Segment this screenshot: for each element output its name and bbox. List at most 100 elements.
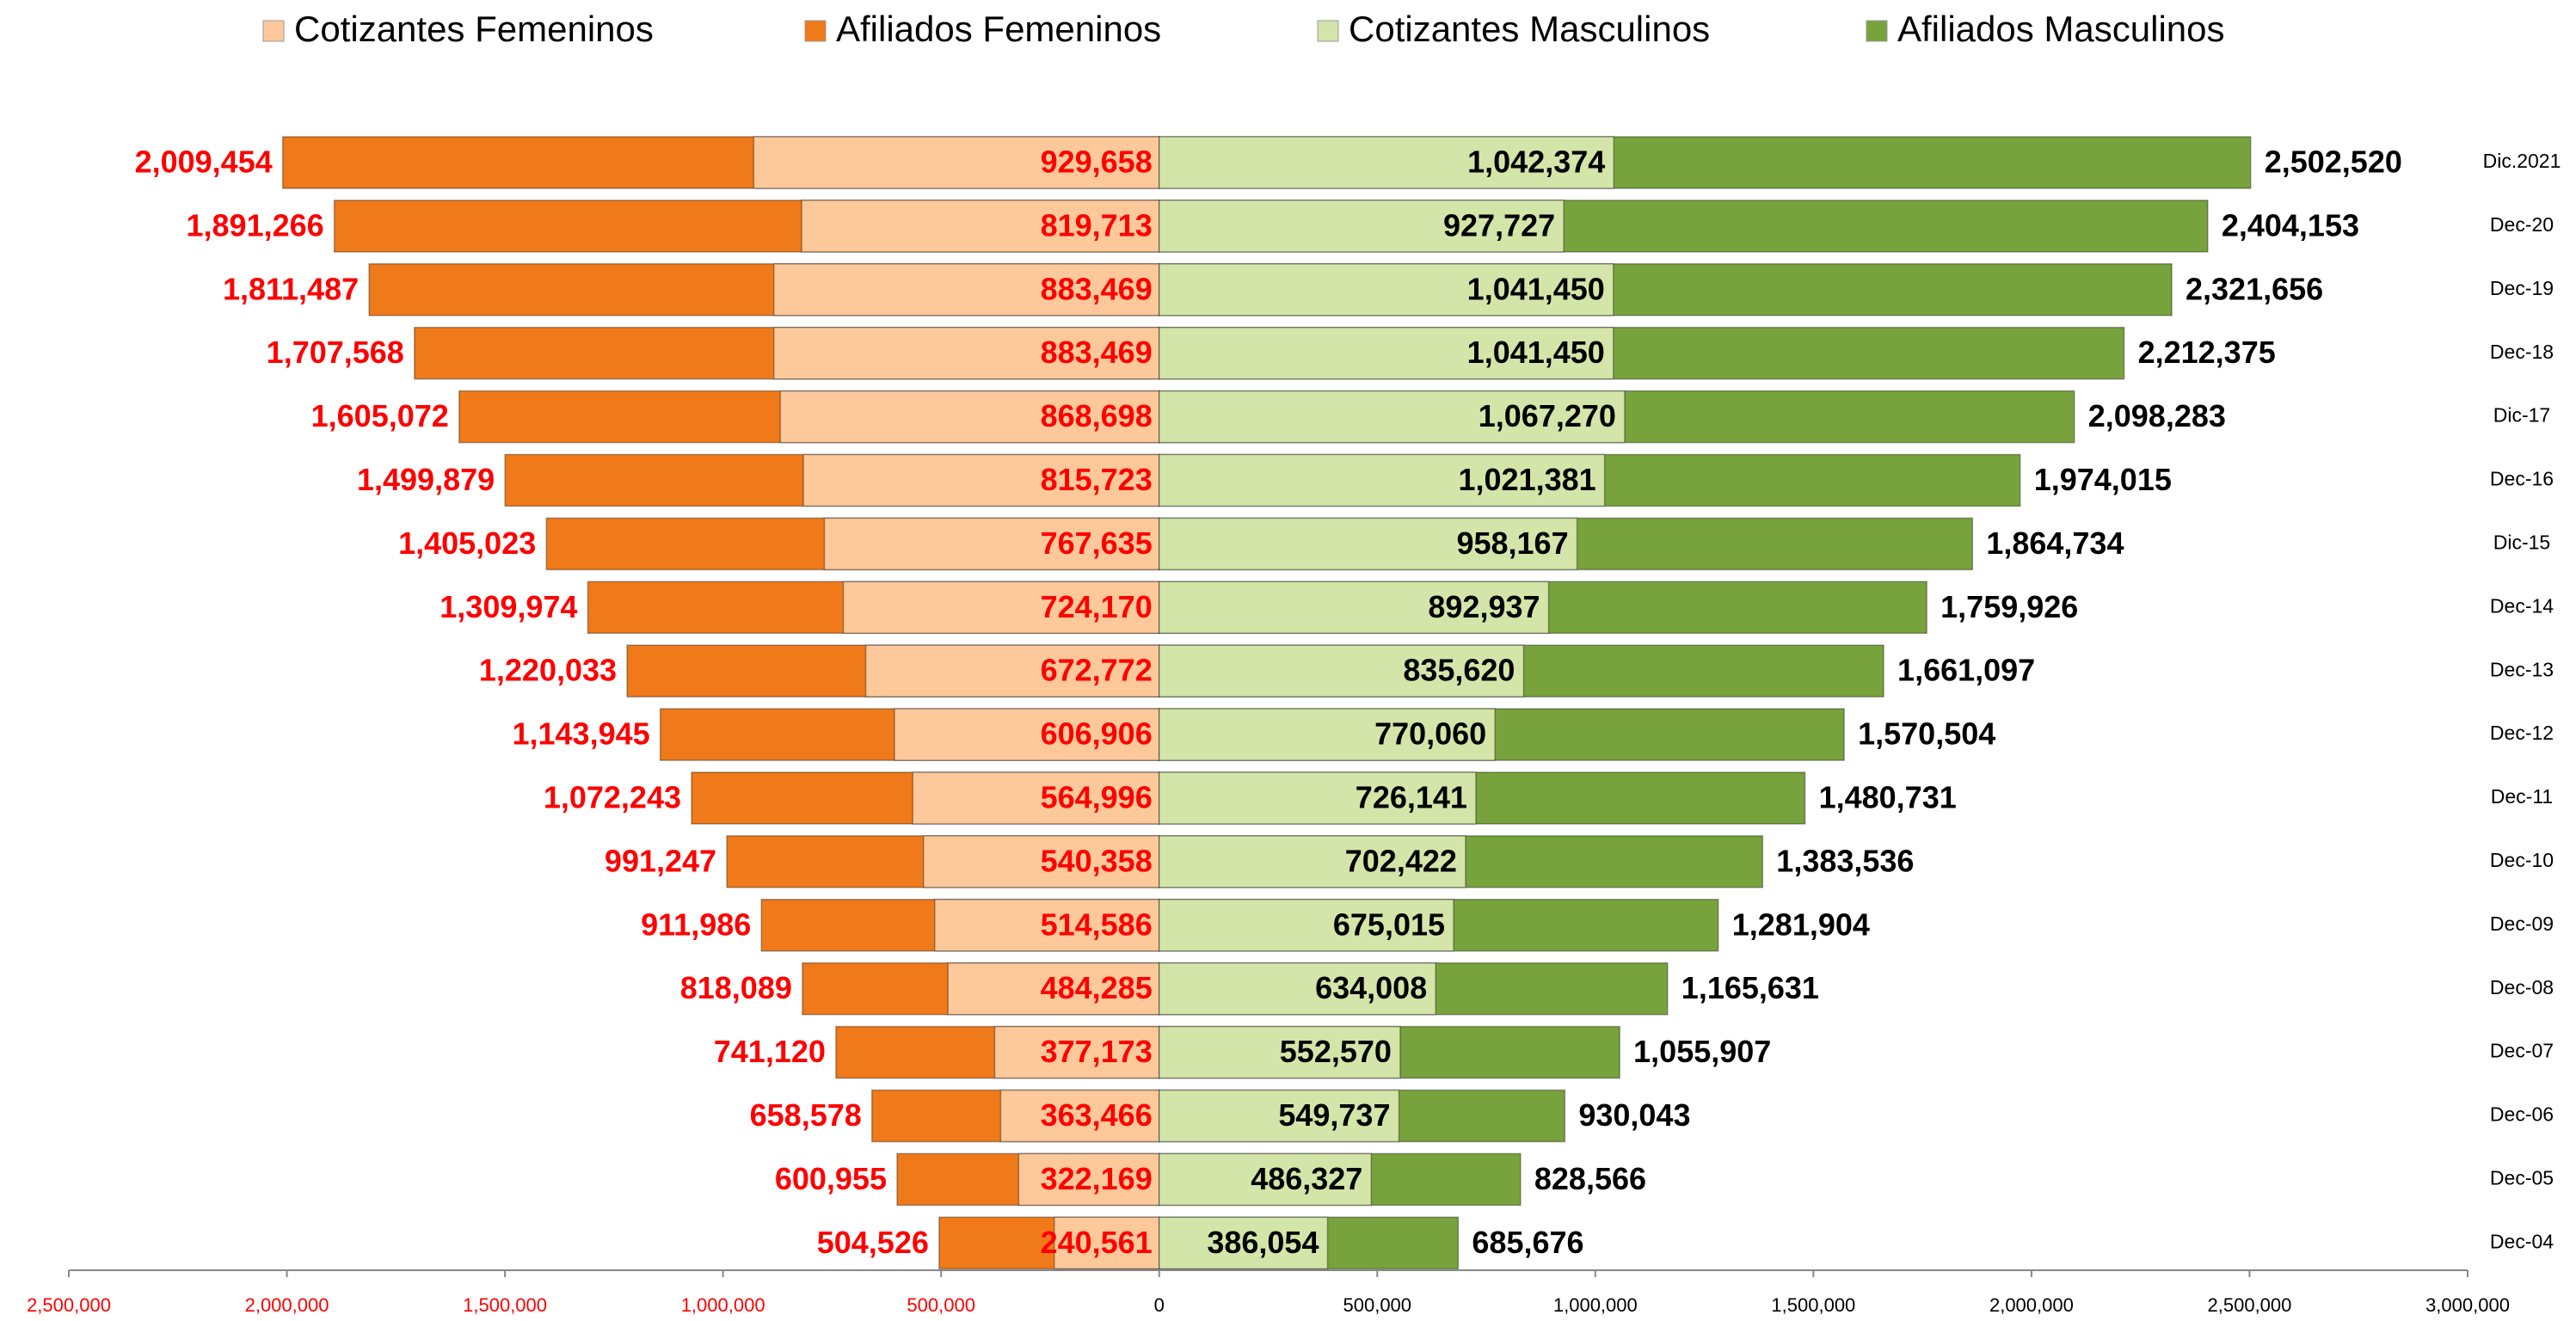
bar <box>1158 771 1477 825</box>
data-label: 702,422 <box>1345 843 1457 878</box>
data-label: 675,015 <box>1333 906 1445 942</box>
legend-label: Afiliados Masculinos <box>1897 9 2225 49</box>
x-tick-label: 2,500,000 <box>2208 1294 2292 1316</box>
category-label: Dec-13 <box>2490 658 2554 680</box>
x-tick-label: 2,000,000 <box>245 1294 329 1316</box>
data-label: 892,937 <box>1428 589 1540 624</box>
bar <box>842 581 1160 635</box>
data-label: 634,008 <box>1315 970 1427 1005</box>
data-label: 1,041,450 <box>1467 335 1605 370</box>
data-label: 1,974,015 <box>2034 462 2172 497</box>
data-label: 883,469 <box>1041 335 1153 370</box>
data-label: 1,281,904 <box>1732 906 1870 942</box>
data-label: 2,009,454 <box>135 144 273 180</box>
bar <box>1158 453 1606 507</box>
x-tick-label: 2,500,000 <box>27 1294 111 1316</box>
bar <box>912 771 1160 825</box>
data-label: 828,566 <box>1534 1161 1646 1196</box>
data-label: 2,098,283 <box>2088 398 2226 433</box>
data-label: 1,309,974 <box>440 589 577 624</box>
bar <box>772 263 1160 316</box>
bar <box>999 1089 1160 1143</box>
data-label: 484,285 <box>1041 970 1153 1005</box>
data-label: 514,586 <box>1041 906 1153 942</box>
category-label: Dec-09 <box>2490 912 2554 935</box>
category-label: Dec-04 <box>2490 1230 2554 1252</box>
bar <box>1158 200 1565 253</box>
category-label: Dec-07 <box>2490 1040 2554 1062</box>
data-label: 1,759,926 <box>1940 589 2078 624</box>
legend-label: Afiliados Femeninos <box>836 9 1161 49</box>
x-tick-label: 1,000,000 <box>681 1294 765 1316</box>
data-label: 549,737 <box>1278 1097 1390 1133</box>
data-label: 606,906 <box>1041 716 1153 752</box>
category-label: Dec-20 <box>2490 213 2554 236</box>
data-label: 1,042,374 <box>1467 144 1605 180</box>
bar <box>993 1025 1160 1079</box>
category-label: Dic-17 <box>2493 404 2550 427</box>
bar <box>801 200 1160 253</box>
data-label: 958,167 <box>1456 525 1568 561</box>
data-label: 1,383,536 <box>1776 843 1914 878</box>
bar <box>1158 390 1626 444</box>
bar <box>1017 1152 1160 1207</box>
legend-swatch <box>1866 20 1888 42</box>
data-label: 819,713 <box>1041 207 1153 243</box>
x-tick-label: 1,500,000 <box>1771 1294 1855 1316</box>
data-label: 1,405,023 <box>398 525 536 561</box>
bar <box>1158 263 1614 316</box>
data-label: 1,021,381 <box>1459 462 1596 497</box>
bar <box>753 136 1160 189</box>
category-label: Dec-12 <box>2490 722 2554 744</box>
data-label: 1,480,731 <box>1819 780 1957 815</box>
data-label: 1,055,907 <box>1633 1034 1771 1069</box>
data-label: 1,707,568 <box>267 335 404 370</box>
bar <box>1158 517 1578 571</box>
data-label: 767,635 <box>1041 525 1153 561</box>
bar <box>1158 708 1496 761</box>
data-label: 552,570 <box>1280 1034 1392 1069</box>
data-label: 1,811,487 <box>223 271 359 306</box>
category-label: Dec-19 <box>2490 277 2554 299</box>
bar <box>802 453 1160 507</box>
bar <box>947 962 1160 1016</box>
data-label: 672,772 <box>1041 653 1153 688</box>
bar <box>1158 644 1525 697</box>
data-label: 927,727 <box>1443 207 1555 243</box>
data-label: 726,141 <box>1356 780 1467 815</box>
data-label: 564,996 <box>1041 780 1153 815</box>
data-label: 1,570,504 <box>1858 716 1995 752</box>
x-tick-label: 2,000,000 <box>1989 1294 2074 1316</box>
data-label: 929,658 <box>1041 144 1153 180</box>
data-label: 770,060 <box>1374 716 1486 752</box>
data-label: 504,526 <box>817 1225 929 1260</box>
data-label: 815,723 <box>1041 462 1153 497</box>
data-label: 818,089 <box>680 970 792 1005</box>
data-label: 1,605,072 <box>311 398 449 433</box>
data-label: 240,561 <box>1041 1225 1153 1260</box>
data-label: 486,327 <box>1251 1161 1362 1196</box>
x-tick-label: 3,000,000 <box>2425 1294 2510 1316</box>
legend-swatch <box>804 20 827 42</box>
bar <box>772 326 1160 380</box>
bar <box>864 644 1160 697</box>
bar <box>823 517 1160 571</box>
data-label: 1,041,450 <box>1467 271 1605 306</box>
category-label: Dec-05 <box>2490 1166 2554 1189</box>
data-label: 600,955 <box>775 1161 887 1196</box>
data-label: 1,661,097 <box>1897 653 2035 688</box>
category-label: Dec-10 <box>2490 849 2554 871</box>
bar <box>1158 1216 1329 1270</box>
bar <box>922 835 1160 888</box>
x-tick-label: 500,000 <box>1343 1294 1412 1316</box>
data-label: 835,620 <box>1403 653 1515 688</box>
data-label: 386,054 <box>1207 1225 1319 1260</box>
x-tick-label: 0 <box>1154 1294 1165 1316</box>
bar <box>1158 1025 1401 1079</box>
data-label: 724,170 <box>1041 589 1153 624</box>
data-label: 1,891,266 <box>187 207 324 243</box>
category-label: Dec-14 <box>2490 594 2554 617</box>
x-tick-label: 1,500,000 <box>463 1294 547 1316</box>
